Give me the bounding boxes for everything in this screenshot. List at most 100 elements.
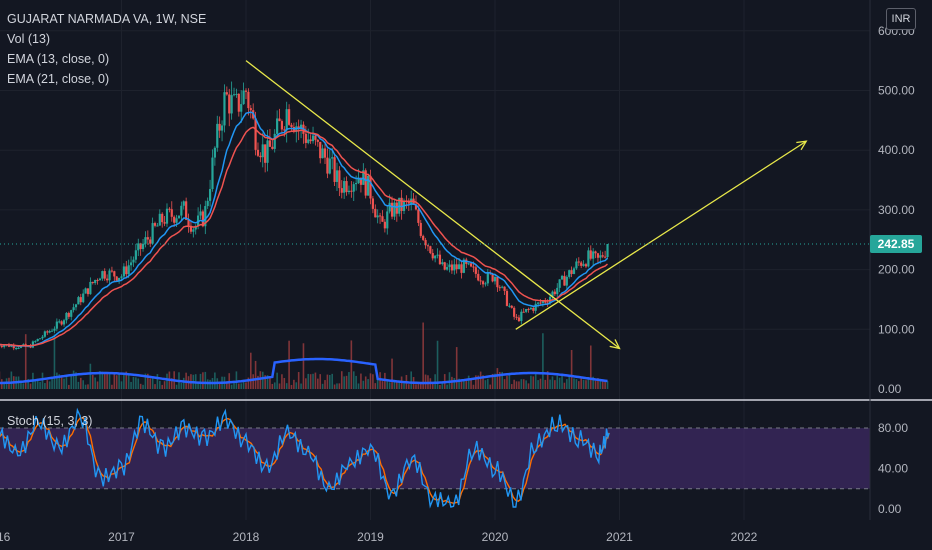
candle: [467, 262, 470, 266]
candle-body: [414, 204, 418, 210]
candle-body: [553, 291, 556, 295]
candle: [144, 231, 147, 248]
ema21-line: [0, 126, 608, 347]
volume-bar: [372, 374, 374, 389]
candle: [479, 275, 482, 285]
candle: [505, 288, 509, 307]
candle-body: [359, 177, 363, 185]
candle: [436, 248, 439, 259]
candle-body: [15, 348, 18, 350]
candle-body: [529, 307, 533, 310]
volume-bar: [151, 376, 154, 389]
volume-bar: [113, 374, 116, 389]
candle-body: [10, 345, 13, 347]
candle-body: [98, 278, 102, 281]
volume-bar: [589, 345, 592, 389]
candle-body: [453, 264, 456, 271]
candle: [132, 256, 135, 267]
candle: [98, 277, 102, 281]
volume-bar: [561, 373, 563, 389]
candle-body: [276, 118, 279, 134]
candle-body: [316, 139, 319, 142]
candle-body: [606, 244, 609, 257]
volume-bar: [65, 375, 68, 389]
volume-bar: [163, 381, 166, 389]
candle-body: [484, 283, 487, 285]
volume-bar: [501, 371, 503, 389]
volume-bar: [307, 373, 310, 389]
trendline-arrowhead: [796, 140, 808, 151]
stoch-tick-label: 40.00: [878, 462, 908, 476]
candle: [278, 108, 281, 122]
volume-bar: [482, 375, 484, 389]
volume-bar: [357, 383, 360, 389]
candle: [36, 338, 39, 342]
trendline-drawings[interactable]: [245, 60, 808, 350]
volume-bar: [118, 372, 120, 389]
volume-bar: [518, 381, 520, 389]
ema13-line: [0, 111, 609, 347]
volume-bar: [305, 378, 307, 389]
candle-body: [58, 321, 61, 323]
candle: [316, 139, 319, 147]
candle-body: [141, 243, 145, 250]
candle: [319, 141, 322, 164]
volume-bar: [498, 371, 501, 389]
candle-body: [17, 347, 20, 349]
volume-bar: [271, 383, 274, 389]
volume-bar: [527, 383, 530, 389]
candle: [422, 234, 425, 242]
volume-bar: [175, 384, 178, 389]
volume-bar: [288, 340, 290, 389]
candle-body: [168, 208, 171, 210]
candle-body: [374, 208, 377, 218]
volume-bar: [36, 378, 39, 389]
grid: [0, 0, 870, 520]
volume-bar: [312, 373, 314, 389]
candle-body: [371, 198, 374, 209]
volume-bar: [592, 376, 594, 389]
volume-bar: [290, 384, 293, 389]
candle-body: [388, 202, 391, 212]
volume-bar: [487, 378, 489, 389]
candle-body: [55, 321, 58, 329]
volume-bar: [534, 373, 537, 389]
volume-bar: [453, 378, 456, 389]
candle-body: [86, 288, 90, 295]
y-tick-label: 400.00: [878, 143, 915, 157]
candle-body: [352, 184, 355, 192]
volume-bar: [360, 373, 362, 389]
stoch-lines: [0, 407, 610, 509]
candle: [450, 260, 454, 274]
volume-bar: [103, 373, 106, 389]
candle: [374, 204, 377, 218]
candle-body: [216, 123, 219, 148]
candle: [170, 201, 173, 222]
candle: [584, 262, 588, 269]
candle: [532, 306, 535, 314]
volume-bar: [458, 378, 460, 389]
currency-button[interactable]: INR: [886, 8, 916, 30]
candle-body: [522, 311, 525, 313]
candle: [560, 274, 564, 281]
candle-body: [328, 158, 331, 174]
candle-body: [12, 345, 15, 349]
volume-bar: [381, 381, 384, 389]
candle-body: [544, 301, 547, 303]
candle-body: [118, 277, 121, 281]
candle-body: [259, 155, 262, 158]
candle-body: [400, 197, 403, 211]
candle-body: [213, 147, 216, 158]
legend-symbol: GUJARAT NARMADA VA, 1W, NSE: [7, 12, 207, 26]
candle: [53, 326, 56, 334]
candle: [438, 250, 442, 265]
volume-bar: [508, 372, 511, 389]
candle-body: [556, 287, 559, 295]
volume-ma-line: [0, 357, 608, 385]
volume-bar: [58, 374, 61, 389]
candle-body: [31, 341, 35, 348]
candle: [371, 196, 374, 214]
volume-bar: [309, 374, 312, 389]
